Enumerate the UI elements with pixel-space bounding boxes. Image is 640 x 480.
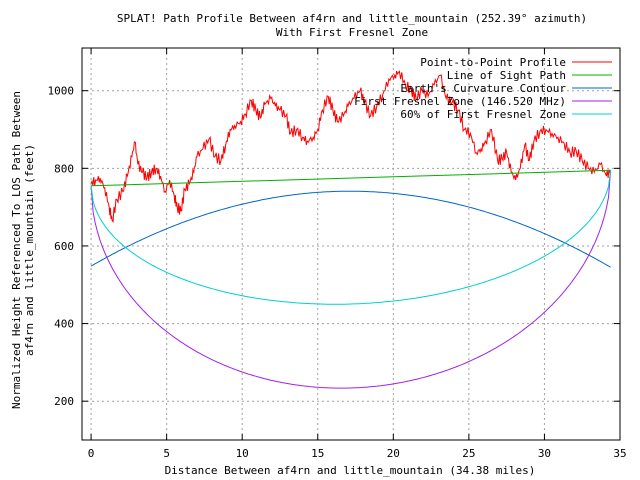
x-tick-label: 10 [236, 447, 249, 460]
series-line-3 [90, 170, 612, 389]
x-tick-label: 20 [387, 447, 400, 460]
y-tick-label: 600 [54, 240, 74, 253]
y-tick-label: 800 [54, 162, 74, 175]
y-tick-label: 200 [54, 395, 74, 408]
plot-frame [81, 47, 621, 441]
series-line-4 [90, 170, 612, 305]
x-tick-label: 30 [538, 447, 551, 460]
series-lines [90, 69, 612, 389]
legend: Point-to-Point Profile Line of Sight Pat… [354, 56, 612, 121]
x-tick-label: 15 [311, 447, 324, 460]
chart-title: SPLAT! Path Profile Between af4rn and li… [117, 12, 587, 25]
axis-ticks: 0 5 10 15 20 25 30 35 200 400 600 800 1000 [48, 48, 627, 460]
series-line-2 [90, 190, 611, 268]
grid-lines [82, 48, 621, 440]
y-axis-label: Normalized Height Referenced To LOS Path… [10, 91, 36, 409]
legend-label-3: First Fresnel Zone (146.520 MHz) [354, 95, 566, 108]
legend-label-0: Point-to-Point Profile [420, 56, 566, 69]
legend-label-4: 60% of First Fresnel Zone [400, 108, 566, 121]
legend-label-1: Line of Sight Path [447, 69, 566, 82]
series-line-1 [91, 169, 611, 187]
series-line-0 [90, 69, 612, 223]
y-tick-label: 1000 [48, 85, 75, 98]
x-axis-label: Distance Between af4rn and little_mounta… [165, 464, 536, 477]
legend-label-2: Earth's Curvature Contour [400, 82, 566, 95]
x-tick-label: 25 [462, 447, 475, 460]
y-axis-label-line-1: Normalized Height Referenced To LOS Path… [10, 91, 23, 409]
x-tick-label: 0 [88, 447, 95, 460]
y-tick-label: 400 [54, 318, 74, 331]
y-axis-label-line-2: af4rn and little_mountain (feet) [23, 144, 36, 356]
x-tick-label: 5 [163, 447, 170, 460]
chart-subtitle: With First Fresnel Zone [276, 26, 428, 39]
x-tick-label: 35 [613, 447, 626, 460]
